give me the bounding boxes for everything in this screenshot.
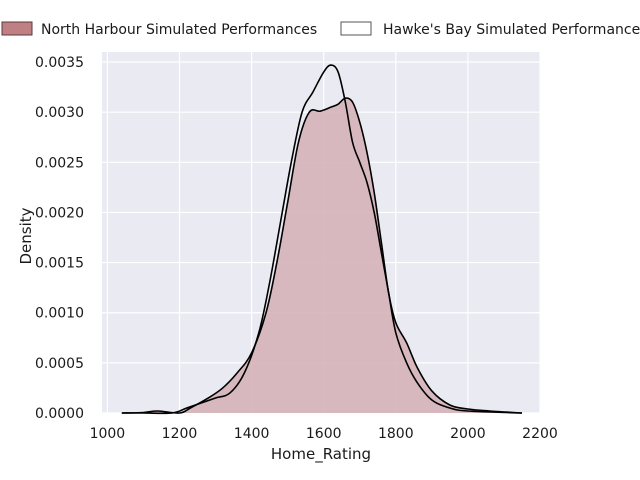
- y-tick-label: 0.0010: [35, 306, 84, 322]
- series-area-north-harbour: [121, 98, 522, 414]
- x-tick-labels: 1000 1200 1400 1600 1800 2000 2200: [90, 426, 558, 442]
- legend-swatch-north-harbour: [1, 21, 33, 36]
- y-tick-label: 0.0005: [35, 356, 84, 372]
- x-tick-label: 1000: [90, 426, 126, 442]
- y-tick-label: 0.0035: [35, 55, 84, 71]
- x-tick-label: 1800: [378, 426, 414, 442]
- y-tick-labels: 0.0000 0.0005 0.0010 0.0015 0.0020 0.0025 0.00…: [35, 55, 84, 422]
- x-tick-label: 1200: [162, 426, 198, 442]
- legend-label-hawkes-bay: Hawke's Bay Simulated Performances: [383, 22, 640, 38]
- y-tick-label: 0.0015: [35, 256, 84, 272]
- legend-label-north-harbour: North Harbour Simulated Performances: [41, 22, 317, 38]
- x-tick-label: 1400: [234, 426, 270, 442]
- y-tick-label: 0.0020: [35, 205, 84, 221]
- x-tick-label: 2000: [450, 426, 486, 442]
- legend-swatch-hawkes-bay: [340, 21, 372, 36]
- x-axis-label: Home_Rating: [271, 445, 371, 464]
- y-axis-label: Density: [17, 207, 35, 264]
- y-tick-label: 0.0030: [35, 105, 84, 121]
- x-tick-label: 2200: [522, 426, 558, 442]
- series-layer: [121, 64, 523, 415]
- series-line-hawkes-bay: [121, 64, 523, 415]
- y-tick-label: 0.0000: [35, 406, 84, 422]
- series-line-north-harbour: [121, 97, 523, 414]
- legend: North Harbour Simulated Performances Haw…: [1, 21, 640, 38]
- x-tick-label: 1600: [306, 426, 342, 442]
- y-tick-label: 0.0025: [35, 155, 84, 171]
